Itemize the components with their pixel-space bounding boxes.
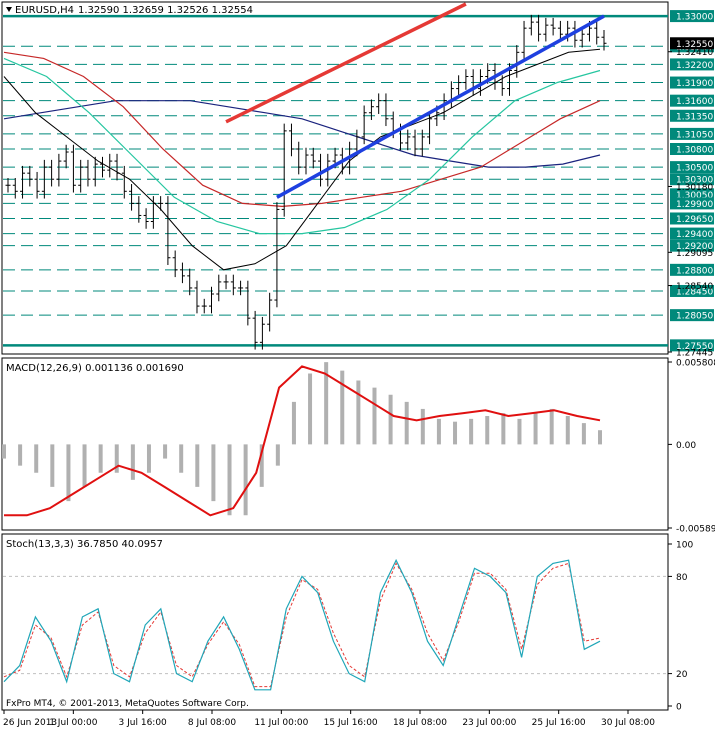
scale-tick-label: 1.27445 — [676, 349, 713, 359]
level-label: 1.33000 — [676, 13, 713, 23]
time-tick-label: 11 Jul 00:00 — [254, 718, 308, 728]
level-label-bg — [670, 94, 714, 107]
level-label-bg — [670, 173, 714, 186]
time-tick-label: 3 Jul 16:00 — [119, 718, 168, 728]
watermark: FxPro MT4, © 2001-2013, MetaQuotes Softw… — [6, 699, 249, 709]
ohlc-label: 1.32590 1.32659 1.32526 1.32554 — [78, 5, 253, 16]
level-label-bg — [670, 197, 714, 210]
level-label: 1.28800 — [676, 266, 713, 276]
stoch-scale: 100 80 20 0 — [668, 541, 693, 713]
blue-trend-line — [276, 14, 605, 199]
scale-tick-label: 0.00 — [676, 441, 696, 451]
ma-green-line — [3, 57, 601, 235]
red-channel-line — [225, 2, 467, 124]
ma-black-line — [3, 48, 601, 271]
stoch-label: Stoch(13,3,3) 36.7850 40.0957 — [6, 539, 163, 550]
level-label: 1.29900 — [676, 200, 713, 210]
level-label-bg — [670, 58, 714, 71]
level-label: 1.31900 — [676, 79, 713, 89]
time-tick-label: 25 Jul 16:00 — [532, 718, 586, 728]
level-label: 1.30050 — [676, 191, 713, 201]
level-label: 1.30300 — [676, 176, 713, 186]
level-label-bg — [670, 212, 714, 225]
level-label: 1.30800 — [676, 146, 713, 156]
level-label: 1.29650 — [676, 215, 713, 225]
price-panel — [1, 1, 669, 355]
level-label-bg — [670, 309, 714, 322]
level-label: 1.31350 — [676, 112, 713, 122]
level-label-bg — [670, 188, 714, 201]
stoch-panel — [1, 533, 669, 711]
scale-tick-label: 80 — [676, 573, 688, 583]
scale-tick-label: -0.005895 — [676, 525, 715, 535]
time-tick-label: 18 Jul 08:00 — [393, 718, 447, 728]
level-label-bg — [670, 227, 714, 240]
scale-tick-label: 1.30180 — [676, 183, 713, 193]
symbol-arrow-icon — [6, 7, 12, 12]
symbol-label: EURUSD,H4 — [15, 5, 74, 16]
trend-lines — [225, 2, 605, 199]
level-label: 1.28050 — [676, 312, 713, 322]
scale-tick-label: 20 — [676, 670, 688, 680]
current-price-label: 1.32550 — [676, 40, 713, 50]
time-tick-label: 8 Jul 08:00 — [188, 718, 237, 728]
level-label-bg — [670, 10, 714, 23]
price-levels — [3, 14, 668, 347]
level-label-bg — [670, 239, 714, 252]
macd-signal-line — [4, 365, 601, 517]
level-label: 1.27550 — [676, 342, 713, 352]
scale-tick-label: 0 — [676, 703, 682, 713]
level-label-bg — [670, 263, 714, 276]
stoch-main-line — [3, 558, 601, 691]
scale-tick-label: 100 — [676, 541, 693, 551]
price-scale: 1.330001.325001.322001.319001.316001.313… — [668, 10, 714, 359]
symbol-header: EURUSD,H4 1.32590 1.32659 1.32526 1.3255… — [6, 5, 253, 16]
scale-tick-label: 1.29095 — [676, 249, 713, 259]
level-label: 1.29400 — [676, 230, 713, 240]
ma-blue-line — [3, 100, 601, 168]
time-tick-label: 30 Jul 08:00 — [601, 718, 655, 728]
level-label-bg — [670, 161, 714, 174]
level-label: 1.29200 — [676, 242, 713, 252]
level-label-bg — [670, 109, 714, 122]
level-label: 1.28450 — [676, 287, 713, 297]
stoch-layer — [3, 558, 668, 691]
level-label-bg — [670, 143, 714, 155]
ma-red-line — [3, 51, 601, 208]
time-tick-label: 15 Jul 16:00 — [324, 718, 378, 728]
scale-tick-label: 0.005808 — [676, 359, 715, 369]
current-price-bg — [670, 37, 714, 50]
level-label-bg — [670, 127, 714, 140]
scale-tick-label: 1.28540 — [676, 282, 713, 292]
level-label-bg — [670, 339, 714, 352]
scale-tick-label: 1.32410 — [676, 48, 713, 58]
level-label: 1.31600 — [676, 97, 713, 107]
level-label: 1.32200 — [676, 61, 713, 71]
macd-label: MACD(12,26,9) 0.001136 0.001690 — [6, 363, 184, 374]
time-tick-label: 23 Jul 00:00 — [462, 718, 516, 728]
macd-scale: 0.005808 0.00 -0.005895 — [668, 359, 715, 535]
price-bars — [5, 14, 607, 350]
macd-panel — [1, 357, 669, 531]
level-label: 1.31050 — [676, 130, 713, 140]
macd-layer — [2, 362, 602, 517]
time-tick-label: 1 Jul 00:00 — [49, 718, 98, 728]
time-tick-label: 26 Jun 2013 — [3, 718, 57, 728]
level-label-bg — [670, 76, 714, 89]
moving-averages — [3, 48, 601, 271]
level-label: 1.30500 — [676, 164, 713, 174]
level-label-bg — [670, 284, 714, 297]
